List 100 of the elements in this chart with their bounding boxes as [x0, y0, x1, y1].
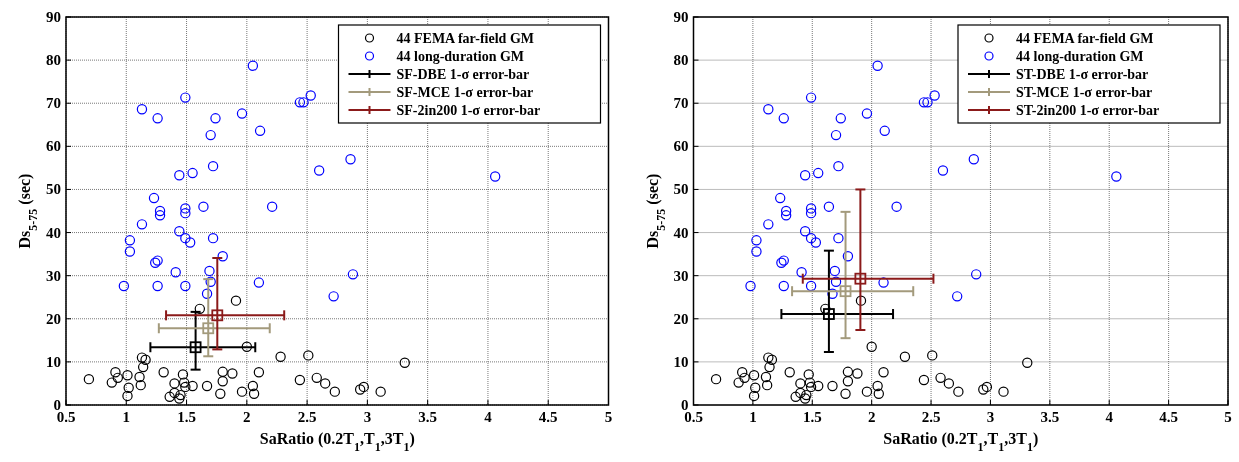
point: [205, 276, 216, 287]
point: [154, 210, 166, 221]
point: [140, 354, 151, 365]
point: [855, 295, 867, 306]
point: [835, 113, 846, 124]
point: [778, 280, 789, 292]
y-tick-label: 90: [673, 9, 689, 25]
point: [927, 350, 938, 361]
point: [790, 391, 801, 403]
y-tick-label: 50: [673, 181, 689, 198]
point: [827, 288, 838, 299]
point: [164, 391, 175, 403]
point: [795, 387, 806, 399]
point: [194, 303, 206, 315]
point: [180, 92, 191, 103]
y-tick-label: 70: [46, 95, 61, 112]
point: [170, 267, 181, 278]
point: [710, 373, 722, 385]
x-tick-label: 4: [1105, 409, 1114, 425]
legend-label: SF-2in200 1-σ error-bar: [396, 103, 541, 118]
point: [879, 125, 890, 137]
point: [207, 160, 219, 172]
point: [799, 226, 811, 237]
x-axis-title: SaRatio (0.2T$_{1}$,T$_{1}$,3T$_{1}$): [883, 430, 1039, 454]
point: [201, 288, 213, 299]
point: [827, 380, 838, 392]
point: [804, 377, 816, 388]
point: [254, 125, 266, 137]
point: [998, 386, 1009, 397]
point: [750, 382, 761, 393]
point: [184, 237, 196, 248]
point: [778, 113, 789, 124]
point: [217, 366, 228, 377]
point: [799, 393, 811, 404]
x-tick-label: 5: [604, 409, 613, 425]
point: [784, 367, 795, 378]
point: [354, 384, 366, 395]
point: [805, 92, 817, 103]
point: [152, 113, 163, 124]
point: [247, 60, 259, 71]
point: [829, 265, 841, 277]
point: [830, 129, 842, 141]
point: [805, 280, 817, 292]
point: [122, 390, 133, 402]
point: [174, 393, 185, 404]
point: [375, 386, 386, 397]
point: [823, 308, 835, 320]
point: [751, 235, 762, 246]
point: [123, 382, 134, 393]
point: [152, 280, 163, 292]
x-tick-label: 5: [1224, 409, 1232, 425]
point: [175, 389, 186, 401]
point: [861, 386, 873, 397]
point: [247, 380, 259, 392]
y-tick-label: 40: [46, 224, 61, 241]
point: [763, 104, 774, 115]
point: [358, 381, 369, 393]
point: [180, 381, 191, 393]
point: [922, 97, 933, 108]
x-tick-label: 1: [749, 409, 757, 425]
legend-label: 44 long-duration GM: [396, 49, 525, 64]
point: [810, 237, 822, 248]
point: [805, 232, 817, 244]
point: [489, 171, 501, 182]
point: [345, 154, 356, 165]
point: [180, 232, 191, 244]
point: [842, 366, 854, 377]
point: [872, 380, 883, 392]
point: [801, 389, 812, 401]
point: [830, 276, 842, 287]
point: [236, 108, 248, 119]
point: [136, 352, 148, 363]
point: [298, 97, 309, 108]
point: [177, 369, 189, 380]
point: [852, 368, 863, 379]
point: [918, 97, 930, 108]
point: [135, 379, 146, 391]
point: [764, 361, 775, 373]
legend-label: 44 FEMA far-field GM: [1016, 31, 1154, 46]
point: [763, 352, 774, 363]
x-tick-label: 2: [867, 409, 876, 425]
point: [83, 373, 95, 385]
point: [174, 226, 185, 237]
point: [1022, 357, 1033, 368]
legend-label: SF-MCE 1-σ error-bar: [396, 85, 534, 100]
point: [178, 377, 190, 388]
y-tick-label: 70: [673, 95, 689, 112]
point: [775, 192, 786, 204]
point: [215, 388, 226, 399]
y-tick-label: 60: [46, 138, 61, 155]
point: [174, 170, 185, 181]
y-tick-label: 20: [46, 310, 61, 327]
point: [760, 371, 772, 383]
point: [110, 367, 121, 378]
point: [294, 97, 306, 108]
point: [872, 60, 883, 71]
point: [795, 378, 806, 389]
point: [106, 377, 118, 388]
point: [211, 309, 224, 322]
point: [737, 367, 748, 378]
